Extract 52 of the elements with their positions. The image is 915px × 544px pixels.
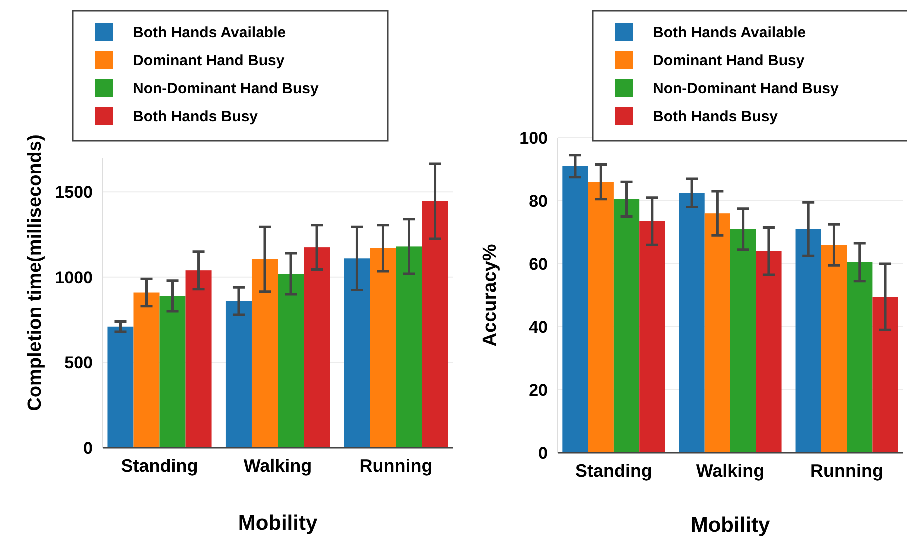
y-tick-label: 100 [520, 128, 548, 148]
y-tick-label: 60 [529, 254, 548, 274]
bar [252, 260, 278, 448]
bar [304, 248, 330, 448]
legend-label: Both Hands Available [133, 24, 286, 42]
bar [847, 262, 873, 453]
y-tick-label: 80 [529, 192, 548, 211]
bar [796, 229, 822, 453]
y-axis-title: Completion time(milliseconds) [25, 134, 46, 412]
x-tick-label: Walking [244, 456, 312, 476]
y-tick-label: 20 [529, 380, 548, 400]
y-tick-label: 0 [84, 438, 93, 458]
x-tick-label: Standing [121, 456, 198, 476]
y-tick-label: 40 [529, 318, 548, 337]
bar [160, 296, 186, 448]
bar [396, 246, 422, 448]
bar [756, 251, 782, 453]
y-tick-label: 500 [64, 354, 93, 373]
bar [704, 214, 730, 453]
bar [134, 292, 160, 448]
bar [186, 270, 212, 448]
x-tick-label: Walking [696, 461, 765, 481]
x-tick-label: Running [360, 456, 433, 476]
legend-label: Both Hands Busy [133, 108, 259, 126]
legend-label: Both Hands Available [653, 24, 806, 42]
y-axis-title: Accuracy% [480, 244, 501, 347]
y-tick-label: 1500 [55, 183, 93, 202]
bar [821, 245, 848, 453]
bar [588, 182, 614, 453]
bar [278, 274, 304, 448]
legend-label: Non-Dominant Hand Busy [653, 80, 840, 98]
y-tick-label: 1000 [55, 268, 93, 288]
x-axis-title: Mobility [238, 512, 318, 535]
legend-label: Dominant Hand Busy [653, 52, 806, 70]
bar [730, 229, 756, 453]
bar [640, 221, 666, 453]
bar [679, 193, 705, 453]
bar [614, 199, 640, 453]
y-tick-label: 0 [538, 444, 548, 463]
bar [872, 297, 898, 453]
bar [562, 166, 588, 453]
bar [370, 248, 396, 448]
x-axis-title: Mobility [690, 514, 770, 537]
bar [344, 258, 370, 448]
legend-label: Dominant Hand Busy [133, 52, 286, 70]
legend-label: Non-Dominant Hand Busy [133, 80, 320, 98]
bar [422, 202, 448, 448]
bar [226, 301, 252, 448]
legend-label: Both Hands Busy [653, 108, 779, 126]
x-tick-label: Standing [575, 461, 652, 481]
bar [108, 326, 134, 448]
x-tick-label: Running [810, 461, 884, 481]
